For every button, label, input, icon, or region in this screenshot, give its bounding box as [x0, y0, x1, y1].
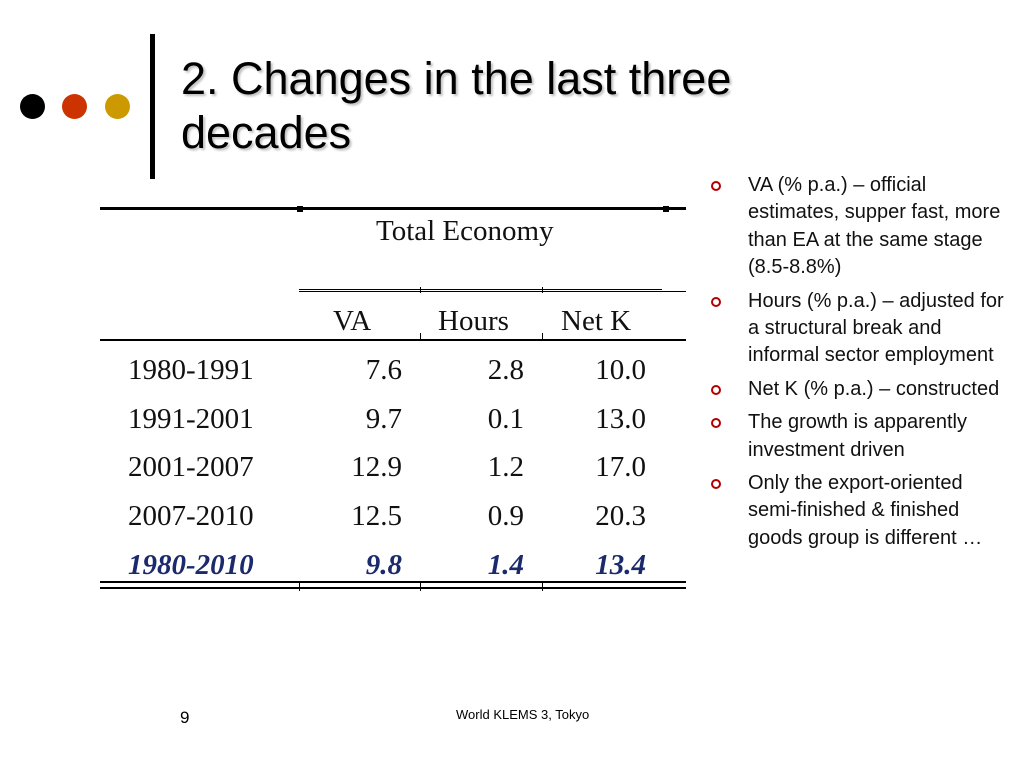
- col-tick: [542, 333, 543, 341]
- col-tick: [420, 581, 421, 591]
- bullet-item: VA (% p.a.) – official estimates, supper…: [704, 172, 1004, 282]
- group-underline-2: [299, 291, 686, 292]
- row-netk: 13.0: [595, 403, 646, 435]
- row-hours: 0.9: [487, 500, 524, 532]
- row-netk: 10.0: [595, 354, 646, 386]
- row-va: 12.5: [351, 500, 402, 532]
- total-period: 1980-2010: [128, 549, 254, 581]
- row-period: 1991-2001: [128, 403, 254, 435]
- red-dot-icon: [62, 94, 87, 119]
- col-tick: [299, 581, 300, 591]
- title-divider: [150, 34, 155, 179]
- circle-bullet-icon: [711, 384, 721, 395]
- table-bottom-rule: [100, 581, 686, 583]
- row-netk: 17.0: [595, 451, 646, 483]
- circle-bullet-icon: [711, 479, 721, 490]
- row-hours: 0.1: [487, 403, 524, 435]
- bullet-text: Net K (% p.a.) – constructed: [748, 377, 1000, 400]
- bullet-text: Only the export-oriented semi-finished &…: [748, 472, 983, 549]
- bullet-item: Hours (% p.a.) – adjusted for a structur…: [704, 288, 1004, 370]
- table-top-rule: [100, 207, 686, 210]
- row-va: 7.6: [365, 354, 402, 386]
- black-dot-icon: [20, 94, 45, 119]
- group-underline: [299, 289, 662, 290]
- circle-bullet-icon: [711, 181, 721, 191]
- growth-table: Total Economy VA Hours Net K 1980-1991 7…: [100, 205, 686, 595]
- bullet-item: Net K (% p.a.) – constructed: [704, 376, 1004, 403]
- col-tick: [542, 581, 543, 591]
- row-hours: 2.8: [487, 354, 524, 386]
- row-netk: 20.3: [595, 500, 646, 532]
- bullet-text: VA (% p.a.) – official estimates, supper…: [748, 174, 1001, 279]
- bullet-text: Hours (% p.a.) – adjusted for a structur…: [748, 289, 1004, 367]
- total-netk: 13.4: [595, 549, 646, 581]
- bullet-list: VA (% p.a.) – official estimates, supper…: [704, 172, 1004, 558]
- row-va: 12.9: [351, 451, 402, 483]
- col-tick: [542, 287, 543, 293]
- slide-title: 2. Changes in the last three decades: [181, 53, 732, 158]
- col-header-hours: Hours: [438, 305, 509, 337]
- row-period: 1980-1991: [128, 354, 254, 386]
- table-bottom-rule-2: [100, 587, 686, 589]
- circle-bullet-icon: [711, 418, 721, 429]
- rule-marker: [297, 206, 303, 212]
- rule-marker: [663, 206, 669, 212]
- group-header: Total Economy: [376, 215, 554, 247]
- row-hours: 1.2: [487, 451, 524, 483]
- bullet-item: Only the export-oriented semi-finished &…: [704, 470, 1004, 552]
- header-rule: [100, 339, 686, 341]
- circle-bullet-icon: [711, 296, 721, 307]
- bullet-item: The growth is apparently investment driv…: [704, 409, 1004, 464]
- col-tick: [420, 333, 421, 341]
- page-number: 9: [180, 708, 190, 727]
- row-va: 9.7: [365, 403, 402, 435]
- footer-text: World KLEMS 3, Tokyo: [456, 707, 590, 722]
- bullet-text: The growth is apparently investment driv…: [748, 411, 968, 461]
- col-header-netk: Net K: [561, 305, 632, 337]
- col-header-va: VA: [333, 305, 372, 337]
- total-va: 9.8: [365, 549, 402, 581]
- col-tick: [420, 287, 421, 293]
- gold-dot-icon: [105, 94, 130, 119]
- row-period: 2001-2007: [128, 451, 254, 483]
- total-hours: 1.4: [487, 549, 524, 581]
- row-period: 2007-2010: [128, 500, 254, 532]
